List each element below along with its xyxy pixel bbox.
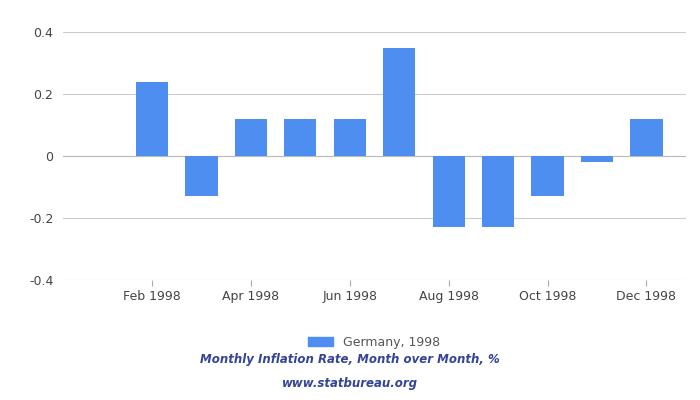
Bar — [234, 119, 267, 156]
Bar — [136, 82, 168, 156]
Bar — [631, 119, 662, 156]
Bar — [482, 156, 514, 227]
Bar — [383, 48, 415, 156]
Bar — [531, 156, 564, 196]
Bar — [284, 119, 316, 156]
Text: www.statbureau.org: www.statbureau.org — [282, 378, 418, 390]
Text: Monthly Inflation Rate, Month over Month, %: Monthly Inflation Rate, Month over Month… — [200, 354, 500, 366]
Bar — [186, 156, 218, 196]
Bar — [433, 156, 465, 227]
Bar — [581, 156, 613, 162]
Bar — [334, 119, 366, 156]
Legend: Germany, 1998: Germany, 1998 — [303, 331, 446, 354]
